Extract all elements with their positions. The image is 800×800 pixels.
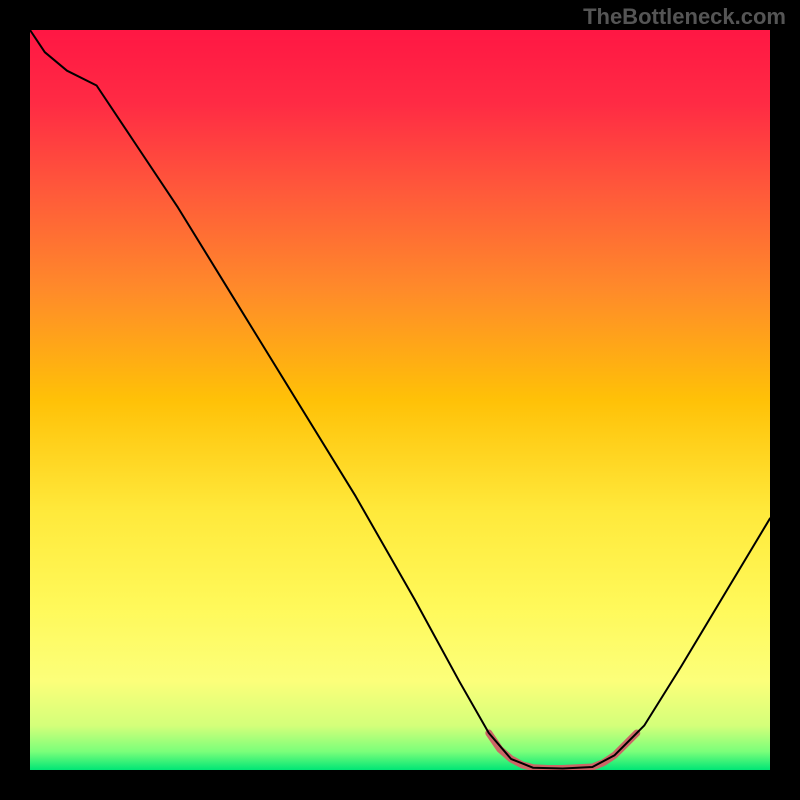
watermark-text: TheBottleneck.com <box>583 4 786 30</box>
bottleneck-curve <box>30 30 770 770</box>
plot-area <box>30 30 770 770</box>
